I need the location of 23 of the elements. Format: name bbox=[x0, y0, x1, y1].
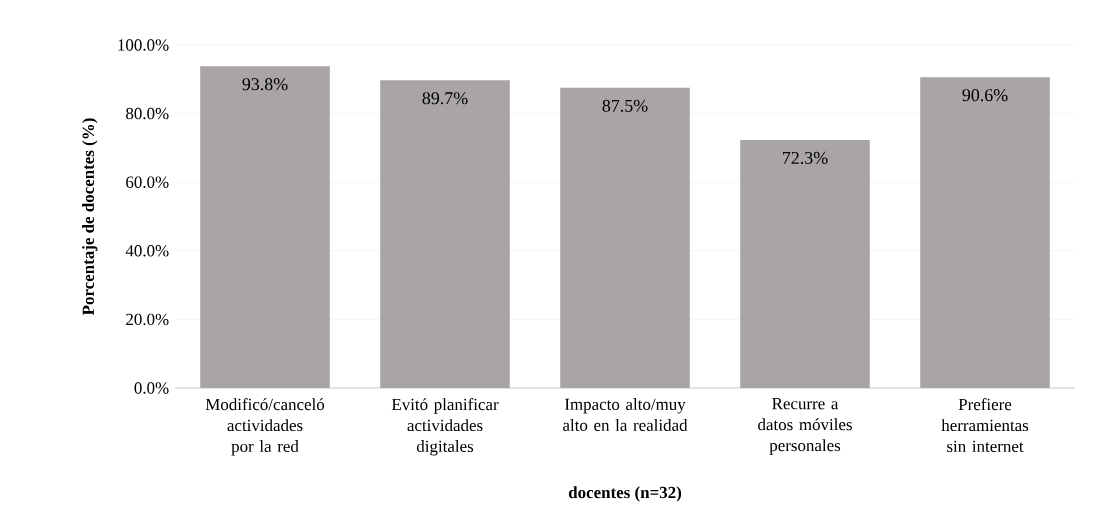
bar bbox=[560, 87, 690, 388]
x-tick-label: Evitó planificar actividades digitales bbox=[391, 398, 499, 456]
bar bbox=[740, 140, 870, 388]
y-tick-label: 60.0% bbox=[126, 176, 169, 188]
y-axis-title: Porcentaje de docentes (%) bbox=[82, 118, 98, 316]
y-tick-label: 0.0% bbox=[134, 382, 169, 394]
y-tick-label: 80.0% bbox=[126, 107, 169, 120]
data-label: 90.6% bbox=[962, 89, 1008, 102]
y-tick-label: 100.0% bbox=[118, 39, 169, 51]
x-tick-label: Recurre a datos móviles personales bbox=[758, 398, 852, 455]
x-tick-label: Impacto alto/muy alto en la realidad bbox=[563, 398, 688, 431]
x-tick-label: Modificó/canceló actividades por la red bbox=[205, 398, 325, 456]
data-label: 93.8% bbox=[242, 78, 288, 91]
data-label: 89.7% bbox=[422, 92, 468, 105]
data-label: 72.3% bbox=[783, 151, 828, 165]
x-axis-title: docentes (n=32) bbox=[568, 486, 682, 502]
bar bbox=[200, 66, 330, 388]
y-tick-label: 40.0% bbox=[125, 245, 169, 257]
bar bbox=[380, 80, 510, 388]
data-label: 87.5% bbox=[602, 99, 648, 112]
bar bbox=[920, 77, 1050, 388]
y-tick-label: 20.0% bbox=[126, 313, 169, 326]
x-tick-label: Prefiere herramientas sin internet bbox=[941, 398, 1029, 453]
